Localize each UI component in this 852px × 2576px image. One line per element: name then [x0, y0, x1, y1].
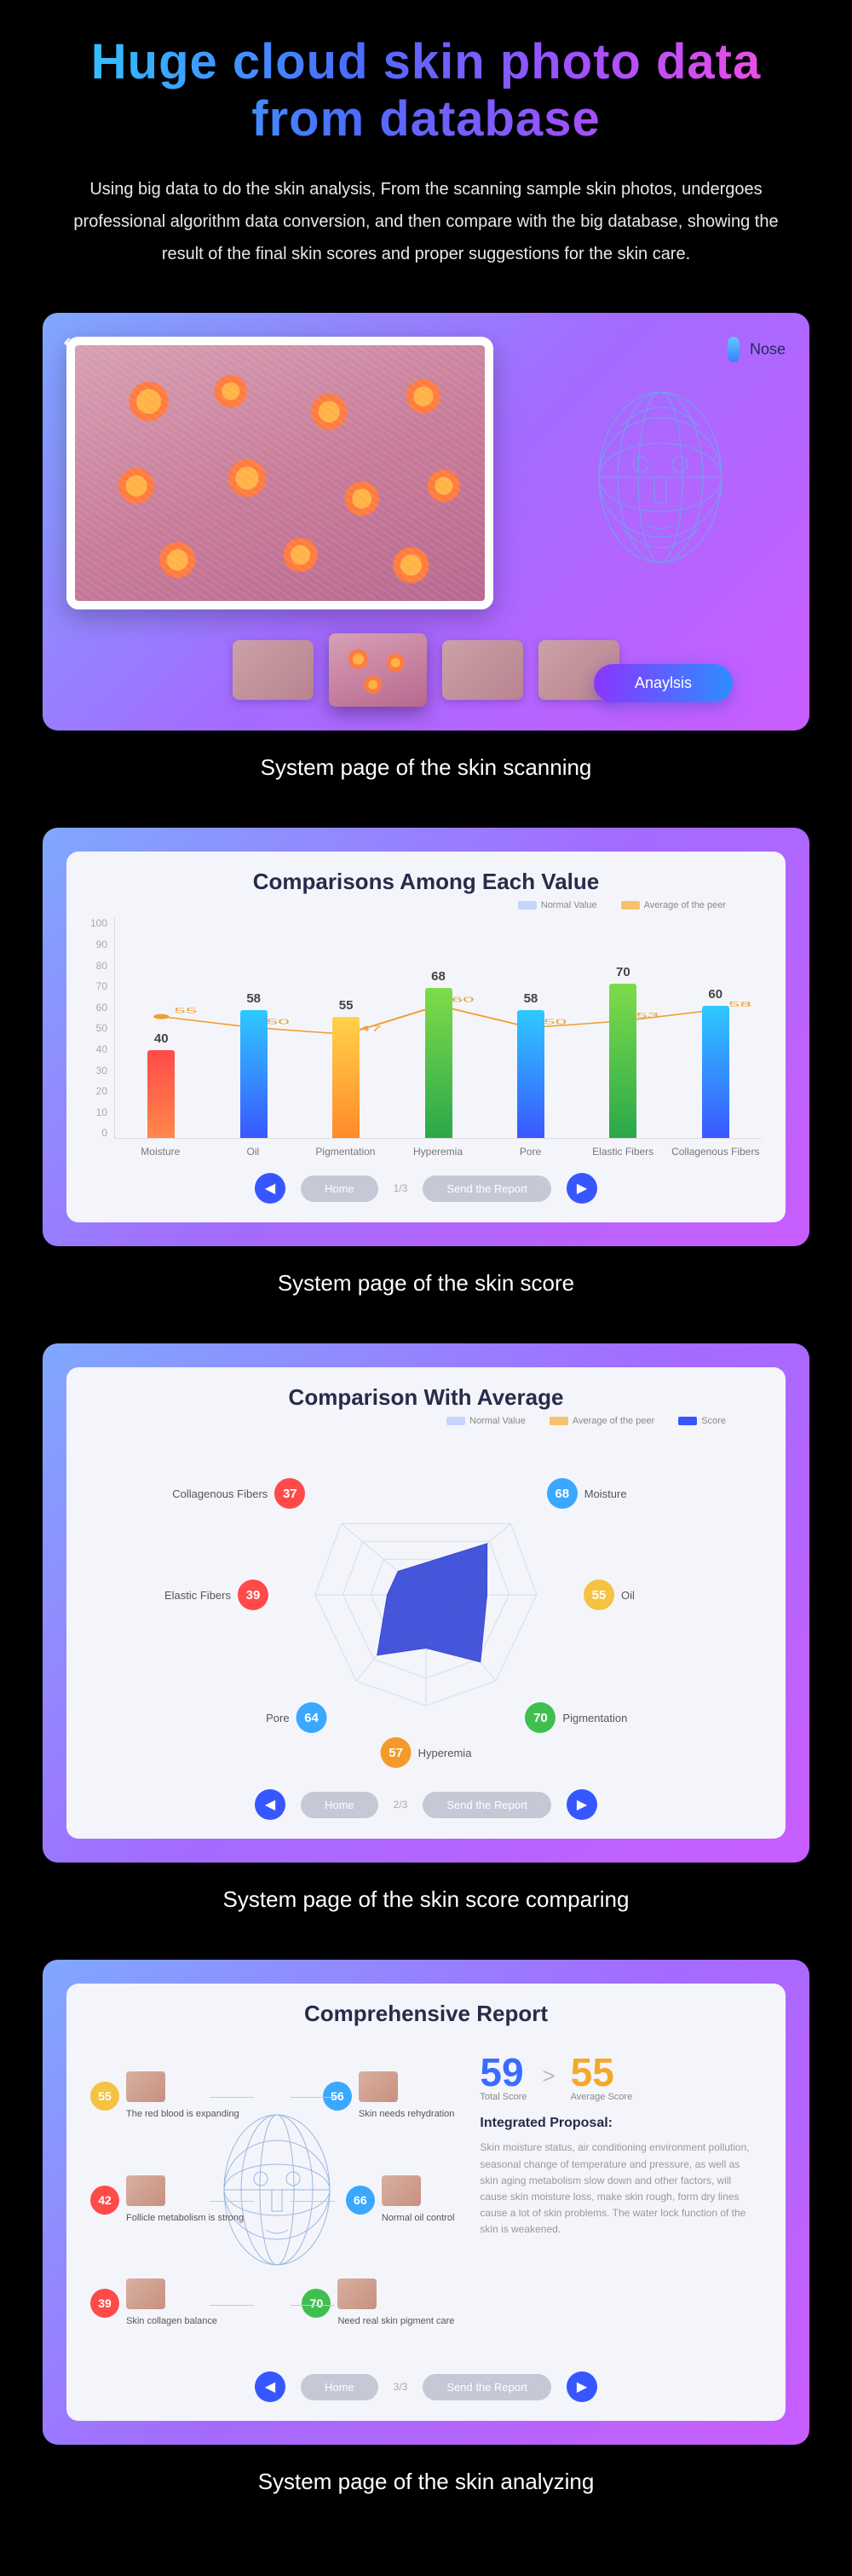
report-item: 55The red blood is expanding — [90, 2071, 239, 2121]
average-score: 55 — [571, 2050, 614, 2094]
region-marker-icon — [728, 337, 740, 362]
report-item: 70Need real skin pigment care — [302, 2279, 454, 2328]
bar-collagenous-fibers: 60 — [670, 917, 762, 1138]
panel1-caption: System page of the skin scanning — [43, 754, 809, 781]
bar-elastic-fibers: 70 — [577, 917, 669, 1138]
chart-title: Comparisons Among Each Value — [90, 869, 762, 895]
report-title: Comprehensive Report — [90, 2001, 762, 2027]
radar-node-elastic-fibers: Elastic Fibers39 — [164, 1580, 268, 1610]
y-axis: 1009080706050403020100 — [90, 917, 114, 1139]
radar-node-oil: 55Oil — [584, 1580, 635, 1610]
send-report-button[interactable]: Send the Report — [423, 1175, 551, 1202]
send-report-button[interactable]: Send the Report — [423, 1792, 551, 1818]
report-item: 42Follicle metabolism is strong — [90, 2175, 244, 2225]
region-indicator: Nose — [519, 337, 786, 362]
home-button[interactable]: Home — [301, 2374, 378, 2400]
chart-legend: Normal ValueAverage of the peer — [518, 900, 726, 910]
prev-button[interactable]: ◀ — [255, 1173, 285, 1204]
radar-node-collagenous-fibers: Collagenous Fibers37 — [172, 1478, 305, 1509]
send-report-button[interactable]: Send the Report — [423, 2374, 551, 2400]
panel2-caption: System page of the skin score — [43, 1270, 809, 1297]
radar-node-pore: Pore64 — [266, 1702, 326, 1733]
radar-chart: 68Moisture 55Oil 70Pigmentation 57Hyperemia… — [90, 1416, 762, 1774]
scan-thumb[interactable] — [442, 640, 523, 700]
bar-oil: 58 — [207, 917, 299, 1138]
next-button[interactable]: ▶ — [567, 1789, 597, 1820]
bar-pigmentation: 55 — [300, 917, 392, 1138]
radar-node-moisture: 68Moisture — [547, 1478, 627, 1509]
radar-node-hyperemia: 57Hyperemia — [381, 1737, 472, 1768]
panel3-caption: System page of the skin score comparing — [43, 1886, 809, 1913]
scan-thumb[interactable] — [233, 640, 314, 700]
page-indicator: 2/3 — [394, 1799, 408, 1811]
report-item: 66Normal oil control — [346, 2175, 455, 2225]
home-button[interactable]: Home — [301, 1792, 378, 1818]
greater-than-icon: > — [542, 2063, 555, 2089]
bar-chart: 55504760505358 40585568587060 — [114, 917, 762, 1139]
score-comparison: 59 Total Score > 55 Average Score — [480, 2049, 753, 2102]
prev-button[interactable]: ◀ — [255, 2371, 285, 2402]
page-headline: Huge cloud skin photo data from database — [43, 34, 809, 147]
analysis-button[interactable]: Anaylsis — [594, 664, 733, 702]
bar-pore: 58 — [485, 917, 577, 1138]
bar-hyperemia: 68 — [392, 917, 484, 1138]
total-score: 59 — [480, 2050, 523, 2094]
x-axis-labels: MoistureOilPigmentationHyperemiaPoreElas… — [114, 1139, 762, 1158]
report-diagram: 55The red blood is expanding 42Follicle m… — [90, 2032, 454, 2356]
next-button[interactable]: ▶ — [567, 2371, 597, 2402]
prev-button[interactable]: ◀ — [255, 1789, 285, 1820]
proposal-text: Skin moisture status, air conditioning e… — [480, 2140, 753, 2238]
proposal-heading: Integrated Proposal: — [480, 2116, 753, 2131]
skin-scan-photo — [66, 337, 493, 609]
scan-thumb-selected[interactable] — [329, 633, 427, 707]
panel-skin-scanning: ↩ Nose — [43, 313, 809, 731]
report-item: 56Skin needs rehydration — [323, 2071, 455, 2121]
intro-text: Using big data to do the skin analysis, … — [43, 173, 809, 270]
bar-moisture: 40 — [115, 917, 207, 1138]
next-button[interactable]: ▶ — [567, 1173, 597, 1204]
panel-score-comparing: Comparison With Average Normal ValueAver… — [43, 1343, 809, 1863]
home-button[interactable]: Home — [301, 1175, 378, 1202]
panel4-caption: System page of the skin analyzing — [43, 2469, 809, 2495]
page-indicator: 1/3 — [394, 1182, 408, 1194]
face-wireframe — [562, 375, 741, 588]
radar-node-pigmentation: 70Pigmentation — [525, 1702, 627, 1733]
radar-title: Comparison With Average — [90, 1384, 762, 1411]
panel-comprehensive-report: Comprehensive Report 55Th — [43, 1960, 809, 2445]
page-indicator: 3/3 — [394, 2381, 408, 2393]
panel-skin-score: Comparisons Among Each Value Normal Valu… — [43, 828, 809, 1246]
report-item: 39Skin collagen balance — [90, 2279, 217, 2328]
